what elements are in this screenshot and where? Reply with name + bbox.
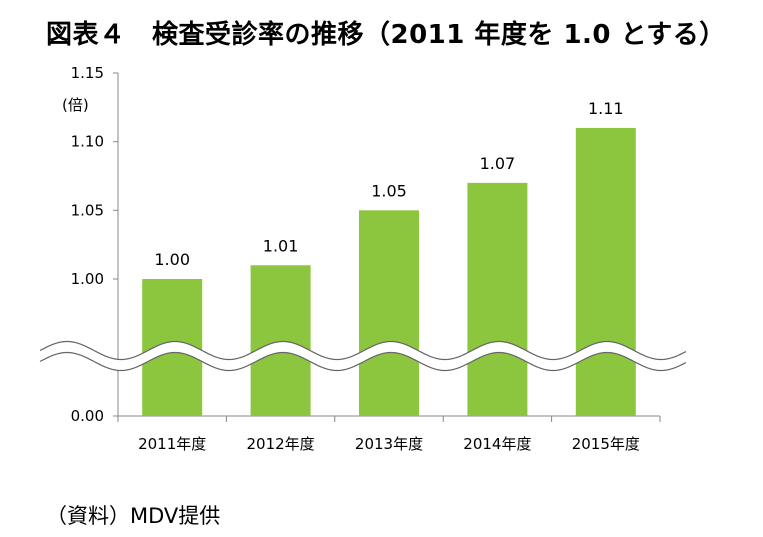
bar (250, 265, 311, 416)
source-note: （資料）MDV提供 (46, 504, 221, 528)
break-line-top (39, 340, 687, 361)
break-band (40, 341, 686, 371)
data-label: 1.05 (371, 181, 407, 200)
break-line-bottom (39, 351, 687, 372)
labels: 1.00 1.05 1.10 1.15 0.00 (倍) 1.00 2011年度 1.01 201… (62, 64, 640, 453)
data-label: 1.07 (480, 154, 516, 173)
data-label: 1.11 (588, 99, 624, 118)
x-tick-label: 2011年度 (138, 435, 206, 453)
axis-break (39, 340, 687, 372)
x-tick-label: 2013年度 (355, 435, 423, 453)
y-tick-label: 1.15 (71, 64, 104, 82)
y-tick-label: 1.05 (71, 201, 104, 219)
x-tick-label: 2012年度 (247, 435, 315, 453)
y-tick-label: 1.00 (71, 270, 104, 288)
chart-title: 図表４ 検査受診率の推移（2011 年度を 1.0 とする） (46, 20, 726, 50)
data-label: 1.01 (263, 236, 299, 255)
bar (359, 210, 419, 416)
y-tick-label: 1.10 (71, 133, 104, 151)
data-label: 1.00 (154, 250, 190, 269)
bar (575, 127, 636, 416)
bars (142, 127, 636, 416)
x-tick-label: 2015年度 (572, 435, 640, 453)
y-tick-label: 0.00 (71, 407, 104, 425)
y-unit-label: (倍) (62, 96, 89, 114)
x-tick-label: 2014年度 (463, 435, 531, 453)
bar (467, 182, 528, 416)
